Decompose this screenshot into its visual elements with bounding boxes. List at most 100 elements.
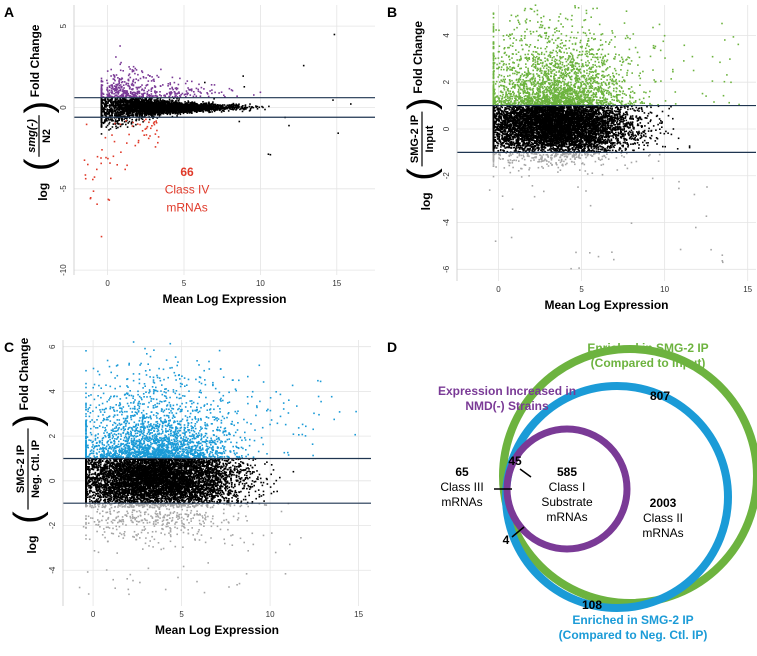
point-black — [118, 123, 120, 125]
point-black — [105, 109, 107, 111]
point-black — [192, 109, 194, 111]
point-purple — [123, 87, 125, 89]
point-black — [172, 105, 174, 107]
point-black — [179, 103, 181, 105]
point-black — [178, 100, 180, 102]
point-red — [124, 169, 126, 171]
point-black — [112, 103, 114, 105]
point-red — [135, 145, 137, 147]
point-black — [138, 110, 140, 112]
point-purple — [120, 84, 122, 86]
point-black — [167, 112, 169, 114]
point-black — [122, 123, 124, 125]
point-black — [190, 105, 192, 107]
point-black — [192, 107, 194, 109]
point-black — [178, 110, 180, 112]
point-black — [249, 103, 251, 105]
point-black — [238, 103, 240, 105]
point-black — [125, 124, 127, 126]
point-purple — [136, 87, 138, 89]
point-black — [149, 104, 151, 106]
point-green — [545, 38, 547, 40]
point-black — [203, 103, 205, 105]
point-black — [150, 103, 152, 105]
point-black — [224, 108, 226, 110]
point-black — [142, 107, 144, 109]
point-purple — [107, 91, 109, 93]
point-purple — [122, 90, 124, 92]
point-red — [100, 157, 102, 159]
point-black — [111, 99, 113, 101]
point-black — [509, 109, 511, 111]
point-black — [169, 99, 171, 101]
point-purple — [142, 95, 144, 97]
point-black — [105, 100, 107, 102]
point-black — [151, 114, 153, 116]
point-purple — [253, 94, 255, 96]
gridlines — [74, 5, 375, 275]
point-purple — [158, 76, 160, 78]
point-purple — [113, 78, 115, 80]
class-iv-count: 66 — [180, 165, 194, 179]
point-black — [108, 118, 110, 120]
point-red — [146, 134, 148, 136]
point-black — [535, 148, 537, 150]
point-purple — [120, 88, 122, 90]
point-red — [86, 124, 88, 126]
point-purple — [147, 91, 149, 93]
y-tick-label: -5 — [59, 185, 68, 193]
point-red — [109, 162, 111, 164]
point-green — [535, 4, 537, 6]
point-black — [148, 113, 150, 115]
point-black — [113, 105, 115, 107]
panel-B: B0 5 10 15-6-4-2024Mean Log Expressionlog(S… — [387, 4, 756, 312]
point-black — [111, 101, 113, 103]
point-black — [101, 124, 103, 126]
point-black — [113, 101, 115, 103]
point-purple — [196, 88, 198, 90]
point-black — [242, 105, 244, 107]
point-black — [115, 106, 117, 108]
point-black — [180, 114, 182, 116]
point-black — [631, 134, 633, 136]
point-green — [503, 35, 505, 37]
point-red — [114, 123, 116, 125]
point-purple — [153, 95, 155, 97]
point-black — [150, 110, 152, 112]
point-black — [138, 119, 140, 121]
point-gray — [585, 157, 587, 159]
point-black — [146, 114, 148, 116]
point-red — [155, 133, 157, 135]
point-black — [209, 107, 211, 109]
point-black — [141, 99, 143, 101]
point-purple — [111, 88, 113, 90]
point-purple — [133, 66, 135, 68]
point-green — [629, 38, 631, 40]
point-green — [544, 57, 546, 59]
point-red — [155, 120, 157, 122]
point-red — [84, 159, 86, 161]
point-black — [209, 111, 211, 113]
point-black — [166, 112, 168, 114]
point-black — [350, 103, 352, 105]
point-purple — [135, 92, 137, 94]
point-black — [236, 108, 238, 110]
point-black — [169, 109, 171, 111]
point-black — [220, 106, 222, 108]
point-purple — [147, 74, 149, 76]
point-purple — [128, 66, 130, 68]
point-black — [659, 122, 661, 124]
point-purple — [154, 91, 156, 93]
point-black — [127, 126, 129, 128]
point-purple — [260, 92, 262, 94]
point-black — [239, 121, 241, 123]
point-black — [134, 101, 136, 103]
point-red — [92, 179, 94, 181]
point-black — [108, 109, 110, 111]
point-purple — [122, 89, 124, 91]
point-black — [261, 106, 263, 108]
point-purple — [101, 88, 103, 90]
point-black — [161, 103, 163, 105]
point-purple — [174, 82, 176, 84]
point-black — [153, 109, 155, 111]
